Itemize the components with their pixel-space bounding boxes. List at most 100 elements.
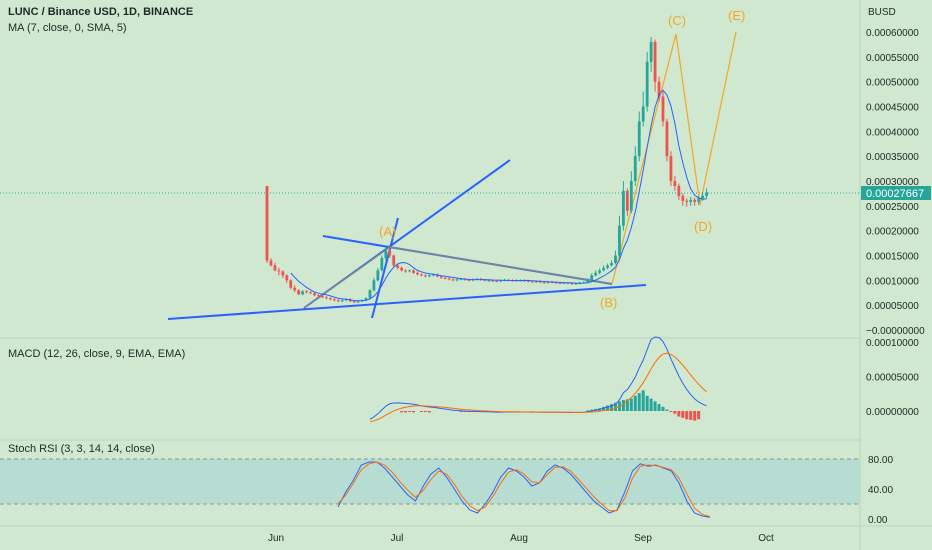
- macd-histogram-bar: [427, 411, 431, 413]
- candle-body: [293, 287, 297, 291]
- candle-body: [665, 121, 669, 157]
- candle-body: [554, 282, 558, 284]
- candle-body: [404, 270, 407, 272]
- price-tick-label: −0.00000000: [866, 326, 925, 337]
- candle-body: [677, 185, 681, 196]
- price-tick-label: 0.00030000: [866, 177, 919, 188]
- candle-body: [416, 272, 419, 275]
- candle-body: [380, 257, 384, 271]
- candle-body: [285, 275, 289, 281]
- macd-tick-label: 0.00010000: [866, 338, 919, 349]
- candle-body: [332, 299, 336, 301]
- wave-line-2: [389, 246, 613, 285]
- candle-body: [368, 290, 372, 299]
- candle-body: [574, 283, 578, 285]
- price-tick-label: 0.00020000: [866, 227, 919, 238]
- current-price-label: 0.00027667: [866, 188, 924, 200]
- stoch-k-line: [337, 461, 711, 518]
- candle-body: [625, 190, 629, 211]
- candle-body: [487, 280, 491, 282]
- wave-label-e: (E): [728, 8, 745, 23]
- candle-body: [305, 291, 308, 293]
- price-axis-unit: BUSD: [868, 7, 896, 18]
- macd-histogram-bar: [697, 411, 701, 420]
- macd-histogram-bar: [408, 411, 412, 412]
- candle-body: [297, 290, 301, 295]
- candle-body: [491, 280, 495, 282]
- candle-body: [526, 280, 530, 282]
- candle-body: [661, 96, 665, 122]
- macd-histogram-bar: [419, 411, 423, 412]
- macd-histogram-bar: [685, 411, 689, 420]
- candle-body: [483, 279, 487, 281]
- price-tick-label: 0.00050000: [866, 78, 919, 89]
- candle-body: [602, 267, 605, 271]
- stoch-indicator-title: Stoch RSI (3, 3, 14, 14, close): [8, 443, 155, 455]
- wave-line-b-c: [611, 33, 677, 285]
- macd-histogram-bar: [412, 411, 416, 413]
- candle-body: [388, 250, 392, 256]
- macd-histogram-bar: [613, 402, 617, 411]
- macd-histogram-bar: [641, 390, 645, 411]
- candle-body: [309, 292, 312, 294]
- macd-histogram-bar: [649, 398, 653, 411]
- macd-histogram-bar: [423, 411, 427, 412]
- ma-line: [290, 89, 707, 302]
- macd-histogram-bar: [633, 395, 637, 411]
- candle-body: [420, 274, 423, 276]
- wave-line-1: [303, 246, 391, 309]
- candle-body: [352, 301, 356, 303]
- candle-body: [562, 282, 566, 284]
- candle-body: [269, 260, 273, 266]
- candle-body: [364, 298, 368, 301]
- candle-body: [530, 281, 534, 283]
- macd-signal-line: [369, 352, 707, 423]
- macd-histogram-bar: [400, 411, 404, 413]
- candle-body: [455, 279, 459, 281]
- price-tick-label: 0.00060000: [866, 28, 919, 39]
- axes-layer: 0.00060000 0.00055000 0.00050000 0.00045000…: [268, 28, 925, 544]
- candle-body: [594, 272, 598, 276]
- candle-body: [265, 185, 269, 261]
- macd-histogram-bar: [621, 399, 625, 411]
- stoch-tick-label: 40.00: [868, 485, 893, 496]
- macd-histogram-bar: [657, 404, 661, 411]
- wave-label-b: (B): [600, 295, 617, 310]
- price-tick-label: 0.00010000: [866, 276, 919, 287]
- price-tick-label: 0.00055000: [866, 53, 919, 64]
- candle-body: [273, 265, 277, 271]
- candle-body: [412, 270, 415, 273]
- candle-body: [657, 81, 661, 97]
- candle-body: [697, 198, 701, 202]
- candle-body: [447, 278, 451, 280]
- candle-body: [459, 278, 463, 280]
- candle-body: [546, 281, 550, 283]
- time-tick-label: Jun: [268, 533, 284, 544]
- macd-histogram-bar: [693, 411, 697, 421]
- macd-histogram-bar: [459, 411, 463, 412]
- wave-line-c-d: [675, 33, 701, 206]
- macd-histogram-bar: [610, 404, 614, 411]
- macd-layer: [369, 336, 707, 423]
- candle-body: [301, 291, 305, 295]
- price-tick-label: 0.00015000: [866, 252, 919, 263]
- candle-body: [705, 192, 708, 196]
- macd-histogram-bar: [681, 411, 685, 418]
- candle-body: [566, 282, 570, 284]
- candle-body: [590, 275, 594, 281]
- wave-label-d: (D): [694, 219, 712, 234]
- candle-body: [538, 281, 542, 283]
- candle-body: [681, 195, 685, 201]
- candle-body: [614, 255, 617, 263]
- candle-body: [610, 262, 613, 266]
- candle-body: [400, 267, 404, 271]
- candle-body: [439, 276, 443, 278]
- candle-body: [534, 281, 538, 283]
- stoch-tick-label: 80.00: [868, 455, 893, 466]
- candle-body: [641, 106, 645, 122]
- candle-body: [392, 255, 396, 266]
- candle-body: [451, 279, 455, 281]
- candle-body: [340, 300, 344, 302]
